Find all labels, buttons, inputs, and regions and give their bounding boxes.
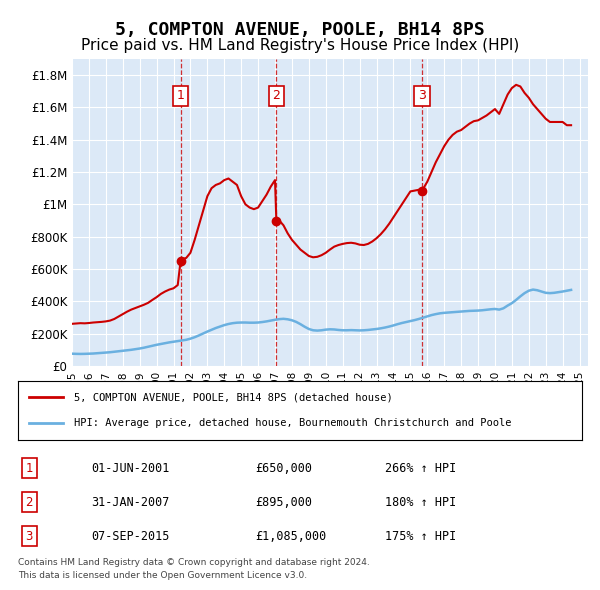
Text: 01-JUN-2001: 01-JUN-2001	[91, 461, 170, 475]
Text: £895,000: £895,000	[255, 496, 312, 509]
Text: 1: 1	[176, 89, 185, 102]
Text: This data is licensed under the Open Government Licence v3.0.: This data is licensed under the Open Gov…	[18, 571, 307, 579]
Text: 1: 1	[26, 461, 33, 475]
Text: £1,085,000: £1,085,000	[255, 530, 326, 543]
Text: 175% ↑ HPI: 175% ↑ HPI	[385, 530, 456, 543]
Text: 266% ↑ HPI: 266% ↑ HPI	[385, 461, 456, 475]
Text: 180% ↑ HPI: 180% ↑ HPI	[385, 496, 456, 509]
Text: 2: 2	[26, 496, 33, 509]
Text: £650,000: £650,000	[255, 461, 312, 475]
Text: Contains HM Land Registry data © Crown copyright and database right 2024.: Contains HM Land Registry data © Crown c…	[18, 558, 370, 566]
Text: 3: 3	[418, 89, 426, 102]
Text: HPI: Average price, detached house, Bournemouth Christchurch and Poole: HPI: Average price, detached house, Bour…	[74, 418, 512, 428]
Text: 07-SEP-2015: 07-SEP-2015	[91, 530, 170, 543]
Text: Price paid vs. HM Land Registry's House Price Index (HPI): Price paid vs. HM Land Registry's House …	[81, 38, 519, 53]
Text: 3: 3	[26, 530, 33, 543]
Text: 2: 2	[272, 89, 280, 102]
Text: 5, COMPTON AVENUE, POOLE, BH14 8PS: 5, COMPTON AVENUE, POOLE, BH14 8PS	[115, 21, 485, 39]
Text: 31-JAN-2007: 31-JAN-2007	[91, 496, 170, 509]
Text: 5, COMPTON AVENUE, POOLE, BH14 8PS (detached house): 5, COMPTON AVENUE, POOLE, BH14 8PS (deta…	[74, 392, 393, 402]
